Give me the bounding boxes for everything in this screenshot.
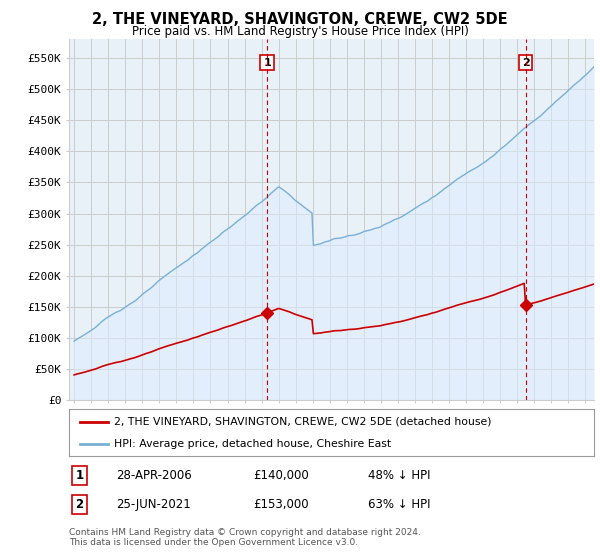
Text: HPI: Average price, detached house, Cheshire East: HPI: Average price, detached house, Ches… xyxy=(113,438,391,449)
Text: 2, THE VINEYARD, SHAVINGTON, CREWE, CW2 5DE (detached house): 2, THE VINEYARD, SHAVINGTON, CREWE, CW2 … xyxy=(113,417,491,427)
Text: 2: 2 xyxy=(76,498,83,511)
Text: 2, THE VINEYARD, SHAVINGTON, CREWE, CW2 5DE: 2, THE VINEYARD, SHAVINGTON, CREWE, CW2 … xyxy=(92,12,508,27)
Text: Contains HM Land Registry data © Crown copyright and database right 2024.
This d: Contains HM Land Registry data © Crown c… xyxy=(69,528,421,547)
Text: 2: 2 xyxy=(522,58,530,68)
Text: 1: 1 xyxy=(76,469,83,482)
Text: 28-APR-2006: 28-APR-2006 xyxy=(116,469,192,482)
Text: £140,000: £140,000 xyxy=(253,469,308,482)
Text: £153,000: £153,000 xyxy=(253,498,308,511)
Text: 25-JUN-2021: 25-JUN-2021 xyxy=(116,498,191,511)
Text: 1: 1 xyxy=(263,58,271,68)
Text: 48% ↓ HPI: 48% ↓ HPI xyxy=(368,469,431,482)
Text: 63% ↓ HPI: 63% ↓ HPI xyxy=(368,498,431,511)
Text: Price paid vs. HM Land Registry's House Price Index (HPI): Price paid vs. HM Land Registry's House … xyxy=(131,25,469,38)
